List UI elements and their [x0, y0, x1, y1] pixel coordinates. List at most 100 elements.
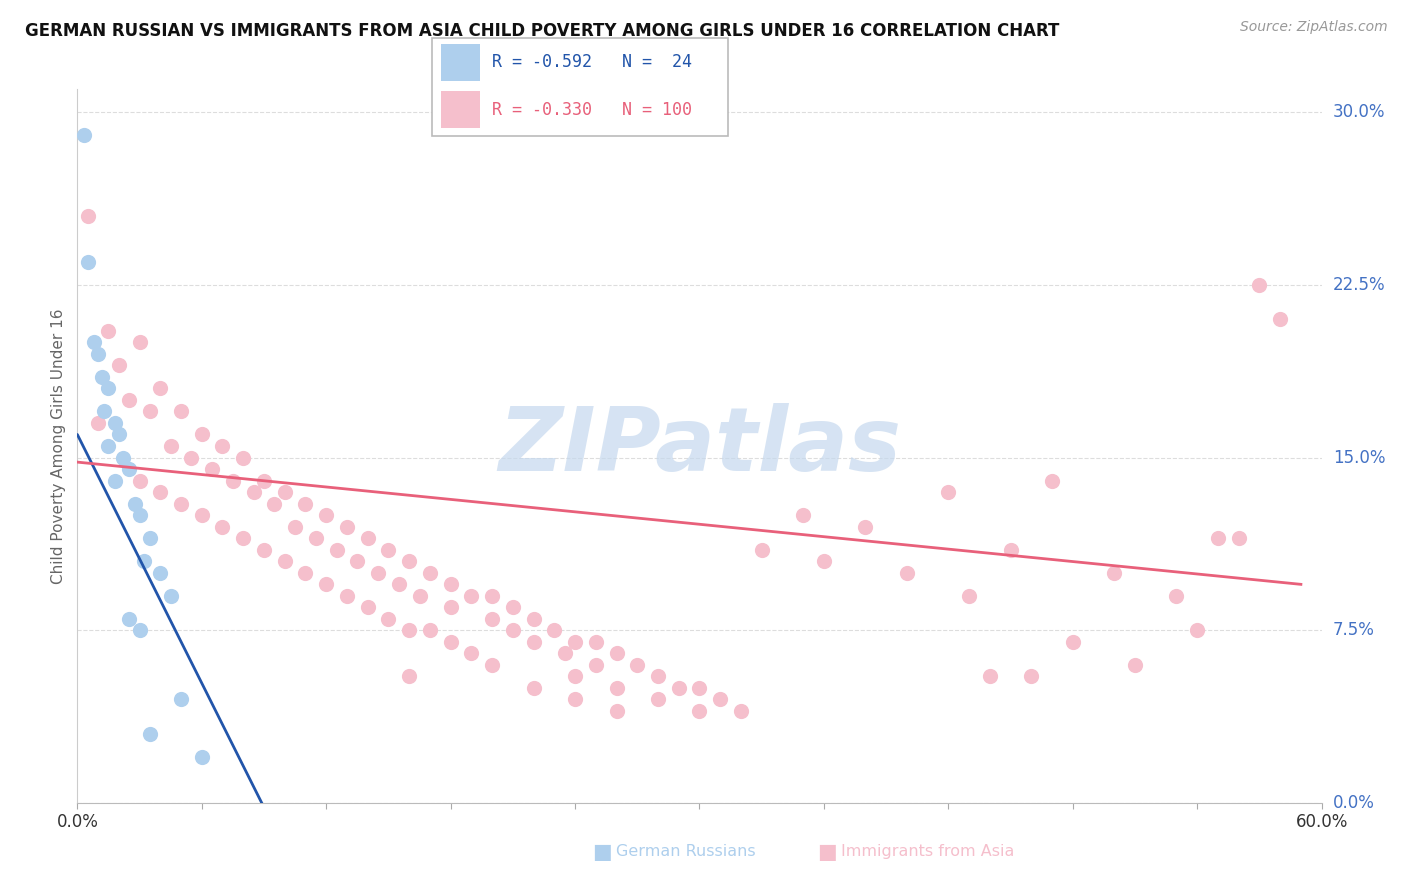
Point — [502, 623, 524, 637]
Point — [938, 485, 960, 500]
Point — [294, 566, 316, 580]
Point — [460, 589, 482, 603]
Point — [87, 347, 110, 361]
Point — [108, 427, 129, 442]
Point — [1270, 312, 1292, 326]
Point — [274, 554, 297, 568]
Point — [139, 531, 162, 545]
Point — [253, 474, 276, 488]
Point — [315, 508, 337, 522]
Point — [111, 450, 134, 465]
Text: German Russians: German Russians — [616, 845, 755, 859]
Point — [1000, 542, 1022, 557]
Text: ■: ■ — [592, 842, 612, 862]
Point — [1227, 531, 1250, 545]
Point — [689, 704, 711, 718]
Point — [647, 692, 669, 706]
Point — [439, 634, 461, 648]
Point — [211, 439, 233, 453]
Point — [730, 704, 752, 718]
Text: Source: ZipAtlas.com: Source: ZipAtlas.com — [1240, 20, 1388, 34]
Point — [1021, 669, 1043, 683]
Point — [1062, 634, 1084, 648]
Text: ZIPatlas: ZIPatlas — [498, 402, 901, 490]
Point — [132, 554, 155, 568]
Text: 30.0%: 30.0% — [1333, 103, 1385, 121]
Point — [201, 462, 224, 476]
Point — [76, 255, 98, 269]
Point — [128, 623, 150, 637]
Point — [159, 439, 181, 453]
Point — [104, 474, 127, 488]
Point — [87, 416, 110, 430]
Text: R = -0.330   N = 100: R = -0.330 N = 100 — [492, 101, 692, 119]
Point — [388, 577, 411, 591]
Text: 7.5%: 7.5% — [1333, 621, 1375, 640]
Point — [97, 439, 120, 453]
Point — [315, 577, 337, 591]
Point — [647, 669, 669, 683]
Point — [1104, 566, 1126, 580]
Point — [460, 646, 482, 660]
Point — [118, 612, 141, 626]
Point — [211, 519, 233, 533]
Point — [689, 681, 711, 695]
Point — [813, 554, 835, 568]
Text: Immigrants from Asia: Immigrants from Asia — [841, 845, 1014, 859]
Point — [709, 692, 731, 706]
Point — [606, 704, 628, 718]
Point — [1166, 589, 1188, 603]
Point — [1123, 657, 1146, 672]
Point — [222, 474, 245, 488]
Point — [93, 404, 115, 418]
Point — [585, 634, 607, 648]
Point — [439, 577, 461, 591]
Point — [564, 692, 586, 706]
Point — [606, 646, 628, 660]
Point — [76, 209, 98, 223]
Text: ■: ■ — [817, 842, 837, 862]
Point — [626, 657, 648, 672]
Point — [419, 623, 441, 637]
Text: 22.5%: 22.5% — [1333, 276, 1385, 293]
Point — [357, 600, 380, 615]
Point — [377, 542, 399, 557]
Point — [284, 519, 307, 533]
Point — [543, 623, 565, 637]
Point — [159, 589, 181, 603]
Y-axis label: Child Poverty Among Girls Under 16: Child Poverty Among Girls Under 16 — [51, 309, 66, 583]
Point — [118, 462, 141, 476]
Point — [367, 566, 389, 580]
Bar — [441, 91, 481, 128]
Point — [104, 416, 127, 430]
Point — [606, 681, 628, 695]
Point — [325, 542, 347, 557]
Point — [91, 370, 114, 384]
Point — [128, 474, 150, 488]
Point — [377, 612, 399, 626]
Point — [668, 681, 690, 695]
Point — [1249, 277, 1271, 292]
Point — [957, 589, 980, 603]
Point — [419, 566, 441, 580]
Point — [523, 612, 546, 626]
Point — [751, 542, 773, 557]
Point — [439, 600, 461, 615]
Point — [1040, 474, 1063, 488]
Point — [149, 566, 172, 580]
Point — [408, 589, 430, 603]
Point — [139, 404, 162, 418]
Text: R = -0.592   N =  24: R = -0.592 N = 24 — [492, 54, 692, 71]
Point — [305, 531, 328, 545]
Bar — [441, 44, 481, 81]
Point — [128, 508, 150, 522]
Point — [1187, 623, 1209, 637]
Point — [398, 554, 420, 568]
Point — [502, 600, 524, 615]
Text: GERMAN RUSSIAN VS IMMIGRANTS FROM ASIA CHILD POVERTY AMONG GIRLS UNDER 16 CORREL: GERMAN RUSSIAN VS IMMIGRANTS FROM ASIA C… — [25, 22, 1060, 40]
Point — [896, 566, 918, 580]
Point — [357, 531, 380, 545]
Point — [481, 589, 503, 603]
Point — [1206, 531, 1229, 545]
Point — [336, 589, 359, 603]
